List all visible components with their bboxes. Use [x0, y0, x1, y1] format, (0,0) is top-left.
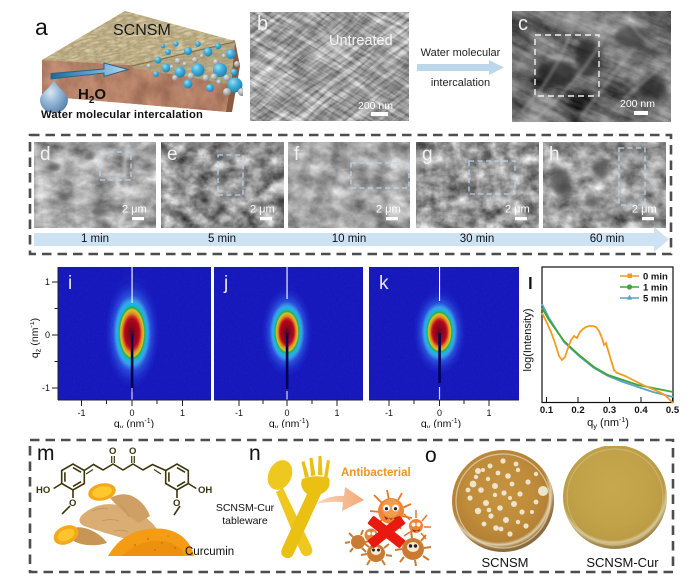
svg-text:0.1: 0.1: [540, 405, 554, 416]
svg-text:Untreated: Untreated: [329, 33, 393, 49]
svg-text:c: c: [518, 13, 528, 35]
svg-text:0.5: 0.5: [666, 405, 680, 416]
svg-text:qy (nm-1): qy (nm-1): [587, 417, 629, 430]
svg-text:1 min: 1 min: [643, 283, 668, 294]
svg-text:e: e: [167, 144, 178, 165]
svg-text:1: 1: [486, 408, 491, 418]
svg-text:2 μm: 2 μm: [122, 204, 147, 216]
svg-text:-1: -1: [77, 408, 85, 418]
svg-text:1: 1: [45, 277, 50, 287]
svg-text:qy (nm-1): qy (nm-1): [269, 418, 309, 428]
svg-text:qy (nm-1): qy (nm-1): [421, 418, 461, 428]
svg-text:-1: -1: [42, 383, 50, 393]
svg-text:j: j: [223, 273, 228, 294]
svg-text:0: 0: [284, 408, 289, 418]
svg-text:d: d: [40, 144, 51, 165]
svg-text:2 μm: 2 μm: [376, 204, 401, 216]
svg-text:i: i: [68, 273, 72, 294]
svg-text:1: 1: [334, 408, 339, 418]
svg-text:-1: -1: [235, 408, 243, 418]
svg-text:Curcumin: Curcumin: [185, 546, 234, 558]
svg-text:k: k: [379, 273, 389, 294]
svg-text:O: O: [109, 446, 116, 457]
svg-text:-1: -1: [385, 408, 393, 418]
svg-text:0: 0: [437, 408, 442, 418]
svg-text:O: O: [173, 498, 180, 509]
svg-text:b: b: [257, 13, 268, 35]
svg-text:1: 1: [180, 408, 185, 418]
svg-text:log(Intensity): log(Intensity): [522, 309, 534, 372]
svg-text:200 nm: 200 nm: [358, 100, 393, 112]
svg-text:O: O: [129, 446, 136, 457]
svg-text:0: 0: [45, 330, 50, 340]
svg-text:f: f: [294, 144, 300, 165]
svg-text:5 min: 5 min: [643, 294, 668, 305]
svg-text:O: O: [69, 498, 76, 509]
svg-text:2 μm: 2 μm: [632, 204, 657, 216]
svg-text:qz (nm-1): qz (nm-1): [30, 318, 43, 358]
svg-text:2 μm: 2 μm: [250, 204, 275, 216]
svg-text:0: 0: [129, 408, 134, 418]
svg-text:g: g: [422, 144, 433, 165]
svg-text:qy (nm-1): qy (nm-1): [114, 418, 154, 428]
svg-text:l: l: [528, 274, 533, 293]
svg-text:0.3: 0.3: [603, 405, 616, 416]
svg-text:h: h: [549, 144, 560, 165]
svg-text:0.4: 0.4: [634, 405, 648, 416]
svg-text:0.2: 0.2: [571, 405, 584, 416]
svg-text:200 nm: 200 nm: [620, 98, 655, 110]
svg-text:HO: HO: [36, 485, 50, 496]
svg-text:OH: OH: [198, 485, 212, 496]
svg-text:0 min: 0 min: [643, 272, 668, 283]
svg-text:2 μm: 2 μm: [505, 204, 530, 216]
